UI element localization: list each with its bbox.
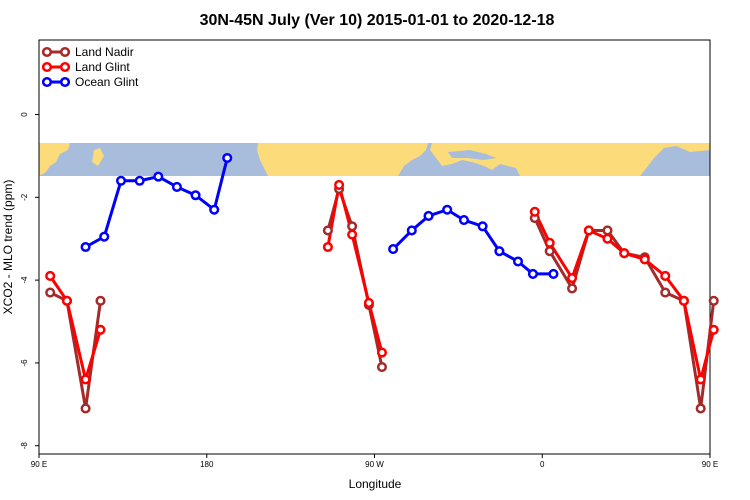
land-glint-point: [639, 254, 650, 265]
ocean-glint-point: [458, 215, 470, 226]
land-glint-line: [326, 183, 384, 353]
ocean-glint-point: [494, 246, 505, 257]
y-tick-label: -4: [20, 276, 29, 284]
legend-land-nadir-marker-right: [59, 46, 71, 58]
y-tick-label: -6: [20, 359, 29, 367]
ocean-glint-point: [222, 152, 233, 164]
land-nadir-point: [45, 287, 56, 298]
legend-ocean-glint-label: Ocean Glint: [75, 75, 139, 89]
legend-land-glint-label: Land Glint: [75, 60, 130, 74]
y-tick-label: -8: [20, 442, 29, 450]
ocean-glint-point: [99, 231, 110, 242]
legend-ocean-glint-marker-right: [59, 76, 71, 88]
land-nadir-point: [376, 362, 388, 373]
ocean-glint-point: [80, 241, 91, 253]
land-glint-point: [529, 206, 540, 217]
land-glint-point: [708, 324, 719, 335]
ocean-glint-point: [477, 221, 488, 232]
legend-land-glint-marker-left: [41, 61, 53, 73]
land-glint-point: [347, 229, 358, 240]
y-tick-label: 0: [20, 112, 29, 117]
land-glint-point: [95, 324, 106, 335]
land-nadir-point: [322, 225, 333, 236]
land-glint-line: [48, 275, 102, 381]
land-nadir-point: [695, 403, 706, 414]
land-nadir-point: [660, 287, 671, 298]
ocean-glint-point: [527, 268, 538, 279]
ocean-glint-point: [190, 190, 201, 201]
ocean-glint-point: [512, 256, 524, 267]
legend-ocean-glint-marker-left: [41, 76, 53, 88]
ocean-glint-point: [115, 175, 127, 186]
map-land-japan-east: [616, 146, 632, 166]
ocean-glint-point: [406, 225, 417, 236]
ocean-glint-point: [209, 204, 220, 215]
map-land-japan-west: [92, 148, 104, 166]
land-glint-point: [567, 273, 578, 284]
land-glint-point: [322, 241, 333, 253]
x-tick-label: 90 E: [31, 460, 47, 469]
land-glint-point: [619, 248, 630, 259]
map-ocean-mediterranean: [448, 150, 496, 160]
ocean-glint-point: [442, 204, 453, 215]
land-glint-point: [376, 347, 388, 358]
x-tick-label: 90 W: [365, 460, 384, 469]
land-glint-point: [583, 225, 594, 236]
ocean-glint-point: [153, 171, 164, 182]
legend-land-nadir-marker-left: [41, 46, 53, 58]
land-glint-point: [61, 295, 73, 306]
ocean-glint-point: [388, 244, 399, 255]
land-glint-line: [533, 211, 716, 381]
land-nadir-point: [602, 225, 613, 236]
y-axis-ticks: 0 -2 -4 -6 -8: [20, 112, 39, 450]
legend-land-nadir-label: Land Nadir: [75, 45, 134, 59]
land-glint-point: [602, 233, 613, 244]
land-nadir-point: [708, 295, 719, 306]
ocean-glint-line: [392, 208, 554, 276]
x-tick-label: 0: [540, 460, 545, 469]
legend-land-glint-marker-right: [59, 61, 71, 73]
map-land-eurasia: [430, 143, 710, 176]
land-glint-point: [334, 179, 345, 190]
x-axis-ticks: 90 E 180 90 W 0 90 E: [31, 454, 718, 469]
land-glint-point: [45, 270, 56, 282]
land-nadir-point: [567, 283, 578, 294]
x-tick-label: 180: [200, 460, 214, 469]
y-axis-label: XCO2 - MLO trend (ppm): [1, 180, 15, 315]
land-glint-point: [363, 297, 374, 308]
chart-title: 30N-45N July (Ver 10) 2015-01-01 to 2020…: [200, 12, 555, 29]
land-glint-point: [80, 374, 91, 385]
ocean-glint-point: [548, 268, 559, 279]
land-nadir-point: [347, 221, 358, 232]
land-nadir-point: [80, 403, 91, 414]
x-axis-label: Longitude: [349, 477, 402, 491]
land-glint-point: [544, 237, 555, 248]
land-glint-point: [660, 270, 671, 282]
ocean-glint-point: [423, 210, 434, 221]
ocean-glint-point: [171, 181, 182, 193]
map-land-north-america: [257, 143, 428, 176]
plot-frame: [38, 39, 711, 455]
map-land-asia-west: [39, 143, 70, 176]
series-layer: [45, 152, 719, 414]
land-nadir-point: [95, 295, 106, 306]
y-tick-label: -2: [20, 193, 29, 201]
world-map-band: [39, 143, 710, 176]
land-nadir-point: [544, 246, 555, 257]
ocean-glint-point: [134, 175, 145, 186]
x-tick-label: 90 E: [702, 460, 718, 469]
land-glint-point: [695, 374, 706, 385]
land-glint-point: [678, 295, 689, 306]
land-nadir-line: [326, 187, 384, 368]
